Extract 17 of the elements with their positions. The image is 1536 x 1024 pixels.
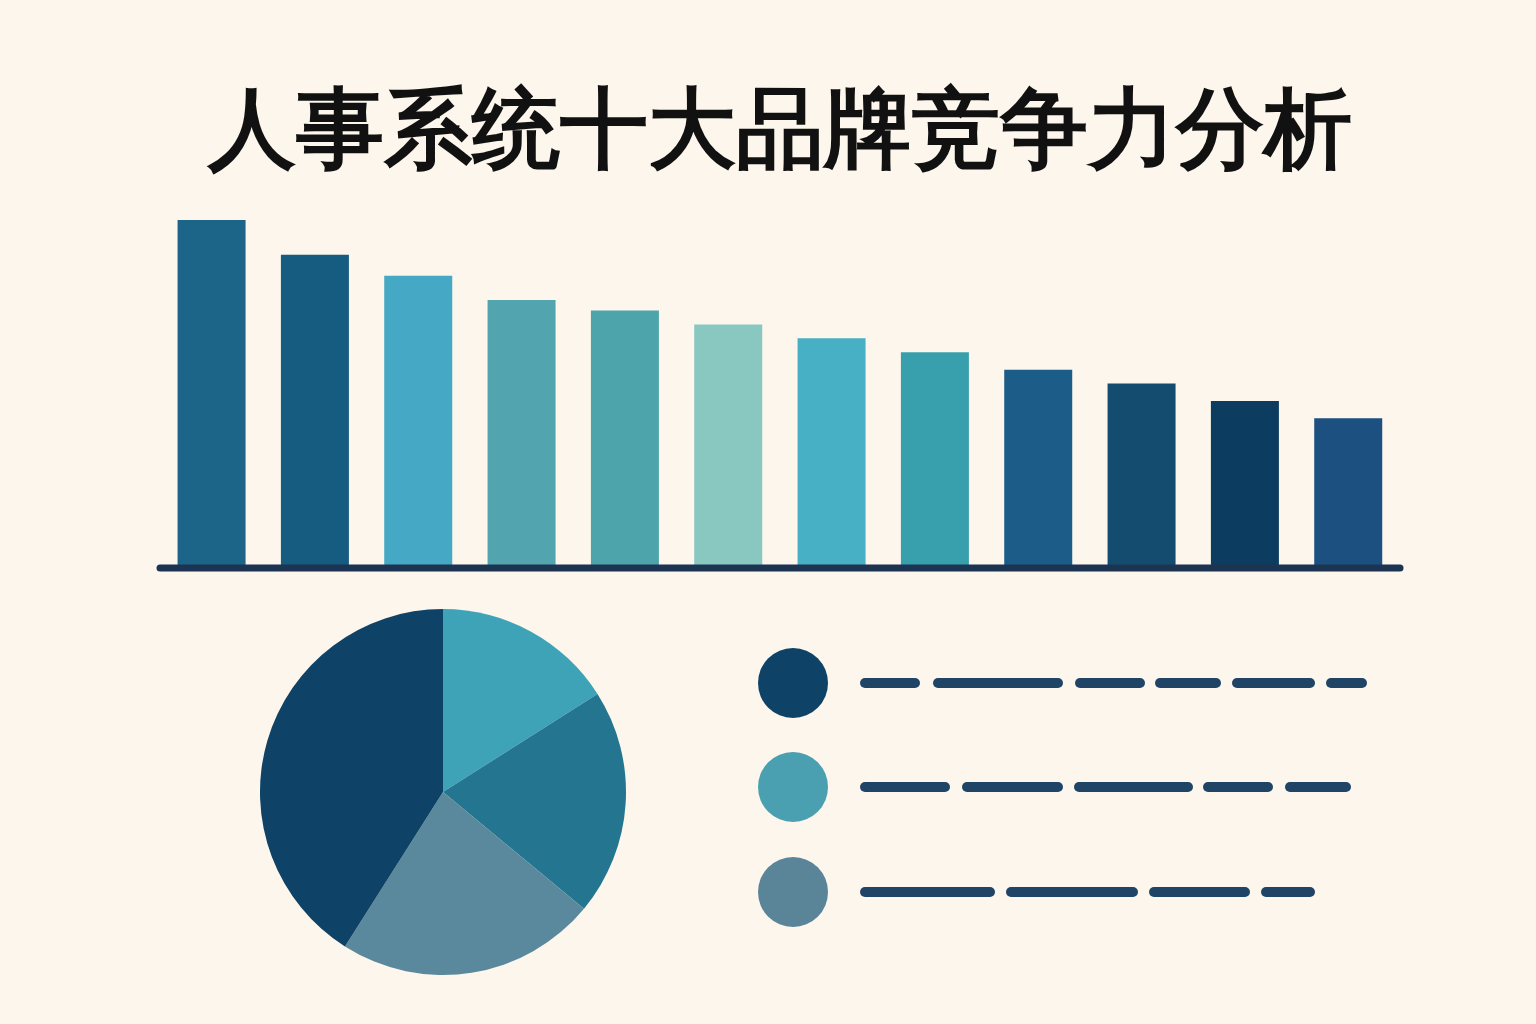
bar [1210, 400, 1279, 568]
bar [1314, 418, 1383, 568]
bar [1107, 383, 1176, 568]
bar [487, 300, 556, 568]
chart-title: 人事系统十大品牌竞争力分析 [206, 76, 1353, 182]
bar [1004, 369, 1073, 568]
bar [177, 220, 246, 568]
bar [590, 310, 659, 568]
bar [797, 338, 866, 568]
bar [384, 275, 453, 568]
pie-slice [260, 609, 443, 947]
pie-slice [443, 693, 626, 909]
bar [900, 352, 969, 568]
pie-slice [344, 792, 584, 975]
bar [694, 324, 763, 568]
pie-slice [443, 609, 598, 792]
bar [280, 254, 349, 568]
